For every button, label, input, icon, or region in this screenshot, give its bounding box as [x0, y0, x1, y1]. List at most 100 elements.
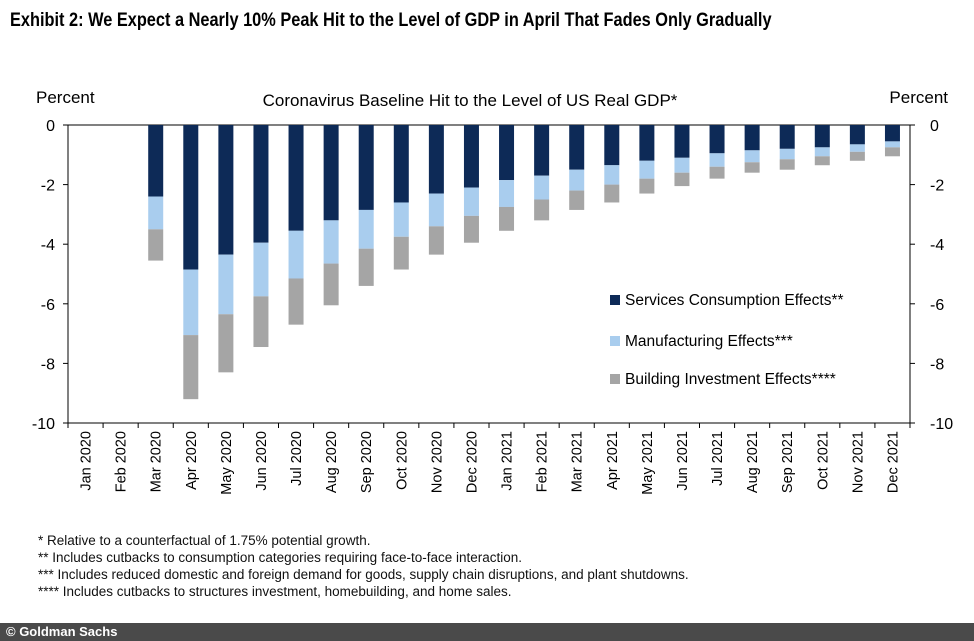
bar-manufacturing	[534, 175, 550, 200]
bar-building	[814, 156, 830, 166]
bar-services	[709, 125, 725, 154]
bar-services	[639, 125, 655, 161]
bar-building	[323, 263, 339, 306]
x-tick-label: Apr 2020	[184, 431, 200, 490]
legend-swatch-services	[610, 295, 620, 305]
bar-services	[463, 125, 479, 188]
bar-services	[218, 125, 234, 255]
x-tick-label: Nov 2020	[429, 431, 445, 493]
bar-services	[534, 125, 550, 176]
x-tick-label: Dec 2020	[464, 431, 480, 493]
x-tick-label: Aug 2020	[324, 431, 340, 493]
x-tick-label: Feb 2021	[535, 431, 551, 492]
bar-manufacturing	[884, 141, 900, 148]
bar-services	[884, 125, 900, 142]
y-tick-label-right: 0	[930, 118, 939, 135]
x-tick-label: Feb 2020	[114, 431, 130, 492]
bar-manufacturing	[428, 193, 444, 227]
bar-services	[358, 125, 374, 210]
y-tick-label-left: -8	[41, 356, 55, 373]
bar-building	[393, 236, 409, 270]
bar-building	[744, 162, 760, 173]
bar-services	[674, 125, 690, 158]
footnote-3: *** Includes reduced domestic and foreig…	[38, 567, 689, 582]
bar-building	[358, 248, 374, 286]
bar-building	[884, 147, 900, 157]
x-tick-label: Jun 2021	[675, 431, 691, 491]
x-tick-label: Nov 2021	[850, 431, 866, 493]
bar-services	[604, 125, 620, 166]
bar-services	[849, 125, 865, 145]
bar-services	[428, 125, 444, 194]
x-tick-label: May 2020	[219, 431, 235, 495]
legend-label-manufacturing: Manufacturing Effects***	[625, 333, 793, 350]
bar-manufacturing	[709, 153, 725, 167]
x-tick-label: Jan 2021	[500, 431, 516, 491]
footnote-4: **** Includes cutbacks to structures inv…	[38, 584, 512, 599]
y-tick-label-left: -4	[41, 237, 55, 254]
bar-building	[639, 178, 655, 194]
bar-building	[779, 159, 795, 170]
bar-building	[499, 206, 515, 231]
bar-services	[148, 125, 164, 197]
bar-manufacturing	[499, 180, 515, 207]
bar-manufacturing	[744, 150, 760, 163]
bar-services	[183, 125, 199, 270]
x-tick-label: Sep 2020	[359, 431, 375, 493]
bar-services	[393, 125, 409, 203]
bar-building	[428, 226, 444, 255]
y-tick-label-right: -2	[930, 178, 944, 195]
bar-manufacturing	[183, 269, 199, 336]
bar-services	[569, 125, 585, 170]
source-bar: © Goldman Sachs	[0, 623, 974, 641]
x-tick-label: Apr 2021	[605, 431, 621, 490]
y-tick-label-left: -6	[41, 297, 55, 314]
bar-services	[323, 125, 339, 221]
x-tick-label: Jul 2021	[710, 431, 726, 486]
bar-building	[148, 229, 164, 261]
x-tick-label: Oct 2020	[394, 431, 410, 490]
bar-services	[814, 125, 830, 148]
x-tick-label: Jun 2020	[254, 431, 270, 491]
x-tick-label: Oct 2021	[815, 431, 831, 490]
bar-manufacturing	[253, 242, 269, 297]
footnote-2: ** Includes cutbacks to consumption cate…	[38, 550, 523, 565]
chart: Coronavirus Baseline Hit to the Level of…	[32, 88, 953, 495]
x-tick-label: Jan 2020	[79, 431, 95, 491]
bar-manufacturing	[358, 209, 374, 249]
bar-building	[849, 151, 865, 161]
bar-manufacturing	[463, 187, 479, 216]
bar-building	[709, 166, 725, 179]
chart-title: Coronavirus Baseline Hit to the Level of…	[263, 91, 678, 110]
y-tick-label-right: -10	[930, 416, 953, 433]
x-tick-label: Dec 2021	[885, 431, 901, 493]
bar-building	[183, 335, 199, 400]
bar-building	[463, 215, 479, 243]
source-label: © Goldman Sachs	[6, 624, 118, 639]
bar-building	[569, 190, 585, 210]
bar-manufacturing	[218, 254, 234, 315]
x-tick-label: May 2021	[640, 431, 656, 495]
y-tick-label-right: -6	[930, 297, 944, 314]
bar-manufacturing	[323, 220, 339, 264]
bar-manufacturing	[674, 157, 690, 173]
x-tick-label: Jul 2020	[289, 431, 305, 486]
bar-building	[288, 278, 304, 325]
y-tick-label-left: -10	[32, 416, 55, 433]
x-tick-label: Aug 2021	[745, 431, 761, 493]
y-tick-label-right: -8	[930, 356, 944, 373]
bar-manufacturing	[148, 196, 164, 230]
y-axis-label-right: Percent	[889, 88, 948, 107]
bar-manufacturing	[639, 160, 655, 179]
bar-manufacturing	[604, 165, 620, 185]
bar-services	[288, 125, 304, 231]
x-tick-label: Mar 2021	[570, 431, 586, 492]
legend-label-services: Services Consumption Effects**	[625, 292, 844, 309]
footnote-1: * Relative to a counterfactual of 1.75% …	[38, 533, 371, 548]
bar-services	[744, 125, 760, 151]
x-tick-label: Sep 2021	[780, 431, 796, 493]
bar-building	[604, 184, 620, 203]
bar-services	[499, 125, 515, 181]
bar-building	[218, 314, 234, 373]
bar-building	[253, 296, 269, 348]
